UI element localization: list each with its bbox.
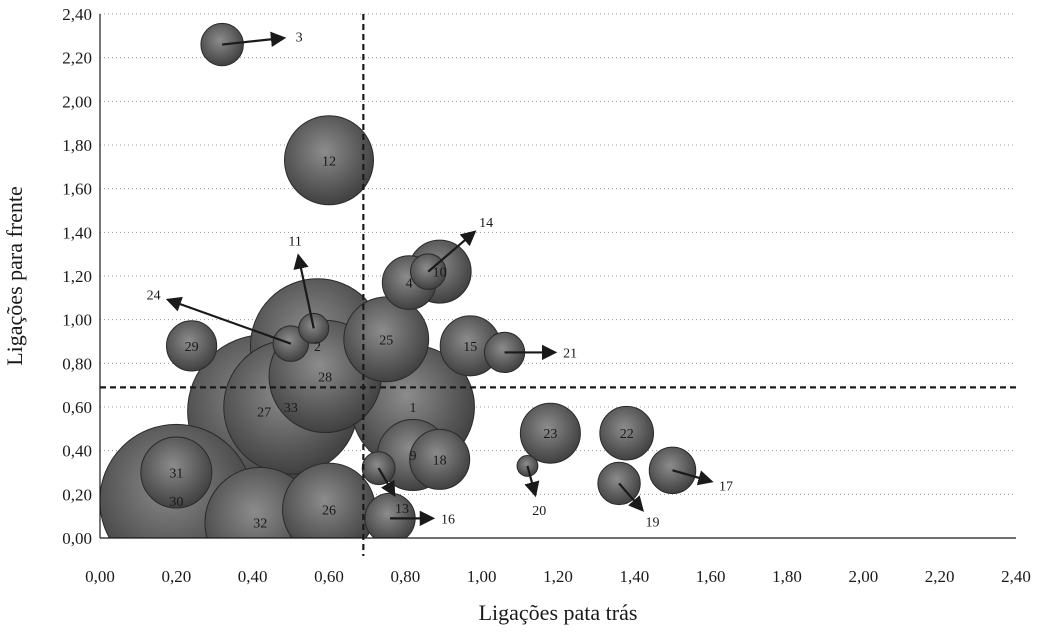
x-axis-title: Ligações pata trás — [479, 600, 638, 625]
x-tick-label: 1,00 — [467, 567, 497, 586]
x-tick-label: 0,60 — [314, 567, 344, 586]
bubble-label-21: 21 — [563, 346, 577, 361]
axes — [99, 14, 1016, 539]
bubble-label-11: 11 — [288, 235, 301, 250]
y-tick-label: 0,00 — [62, 529, 92, 548]
bubble-label-9: 9 — [409, 449, 416, 464]
x-tick-label: 2,20 — [925, 567, 955, 586]
bubble-label-33: 33 — [284, 401, 298, 416]
bubble-label-16: 16 — [441, 512, 455, 527]
arrow-3 — [222, 31, 287, 47]
arrow-20 — [524, 465, 540, 498]
bubble-label-17: 17 — [719, 480, 733, 495]
y-tick-label: 1,80 — [62, 136, 92, 155]
x-tick-label: 2,00 — [848, 567, 878, 586]
y-tick-label: 1,00 — [62, 311, 92, 330]
movement-arrows — [165, 31, 714, 527]
bubble-label-12: 12 — [322, 154, 336, 169]
x-tick-label: 0,20 — [161, 567, 191, 586]
arrow-13 — [377, 467, 396, 497]
y-axis-title: Ligações para frente — [2, 186, 27, 366]
bubble-label-24: 24 — [147, 289, 161, 304]
bubble-label-4: 4 — [406, 277, 413, 292]
y-tick-label: 0,60 — [62, 398, 92, 417]
x-tick-label: 2,40 — [1001, 567, 1031, 586]
x-tick-label: 0,40 — [238, 567, 268, 586]
bubble-label-23: 23 — [543, 427, 557, 442]
bubble-label-30: 30 — [169, 495, 183, 510]
bubble-label-3: 3 — [296, 30, 303, 45]
x-tick-label: 1,20 — [543, 567, 573, 586]
y-tick-label: 2,40 — [62, 5, 92, 24]
bubble-31 — [140, 436, 213, 509]
bubble-label-22: 22 — [620, 427, 634, 442]
arrow-17 — [672, 469, 714, 486]
y-tick-label: 2,20 — [62, 49, 92, 68]
bubble-labels: 1234910111213141516171819202122232425262… — [147, 30, 733, 531]
bubble-29 — [166, 320, 218, 372]
bubble-label-14: 14 — [479, 216, 493, 231]
reference-lines — [100, 14, 1016, 556]
bubble-label-13: 13 — [395, 502, 409, 517]
x-tick-label: 0,80 — [390, 567, 420, 586]
bubbles — [100, 22, 697, 538]
bubble-label-2: 2 — [314, 340, 321, 355]
y-tick-label: 2,00 — [62, 92, 92, 111]
y-tick-label: 0,20 — [62, 485, 92, 504]
bubble-label-15: 15 — [463, 340, 477, 355]
y-tick-label: 1,60 — [62, 180, 92, 199]
arrow-11 — [293, 253, 315, 329]
arrow-19 — [618, 482, 644, 512]
bubble-label-32: 32 — [253, 517, 267, 532]
bubble-label-29: 29 — [185, 340, 199, 355]
bubble-label-18: 18 — [433, 453, 447, 468]
y-tick-label: 1,40 — [62, 223, 92, 242]
bubble-label-20: 20 — [532, 504, 546, 519]
bubble-label-10: 10 — [433, 266, 447, 281]
arrow-14 — [427, 230, 477, 273]
bubble-23 — [519, 402, 581, 464]
arrow-24 — [165, 296, 292, 345]
x-tick-label: 1,60 — [696, 567, 726, 586]
bubble-label-28: 28 — [318, 370, 332, 385]
bubble-12 — [284, 115, 374, 206]
bubble-label-27: 27 — [257, 405, 271, 420]
bubble-label-26: 26 — [322, 504, 336, 519]
tick-labels: 0,00 0,20 0,40 0,60 0,80 1,00 1,20 1,40 1,60 1,80… — [62, 5, 1031, 586]
y-tick-label: 0,80 — [62, 354, 92, 373]
bubble-label-25: 25 — [379, 333, 393, 348]
bubble-22 — [599, 405, 655, 461]
x-tick-label: 1,40 — [619, 567, 649, 586]
y-tick-label: 1,20 — [62, 267, 92, 286]
bubble-18 — [409, 428, 471, 490]
x-tick-label: 0,00 — [85, 567, 115, 586]
bubble-label-31: 31 — [169, 467, 183, 482]
bubble-label-19: 19 — [645, 516, 659, 531]
bubble-label-1: 1 — [409, 401, 416, 416]
x-tick-label: 1,80 — [772, 567, 802, 586]
y-tick-label: 0,40 — [62, 442, 92, 461]
